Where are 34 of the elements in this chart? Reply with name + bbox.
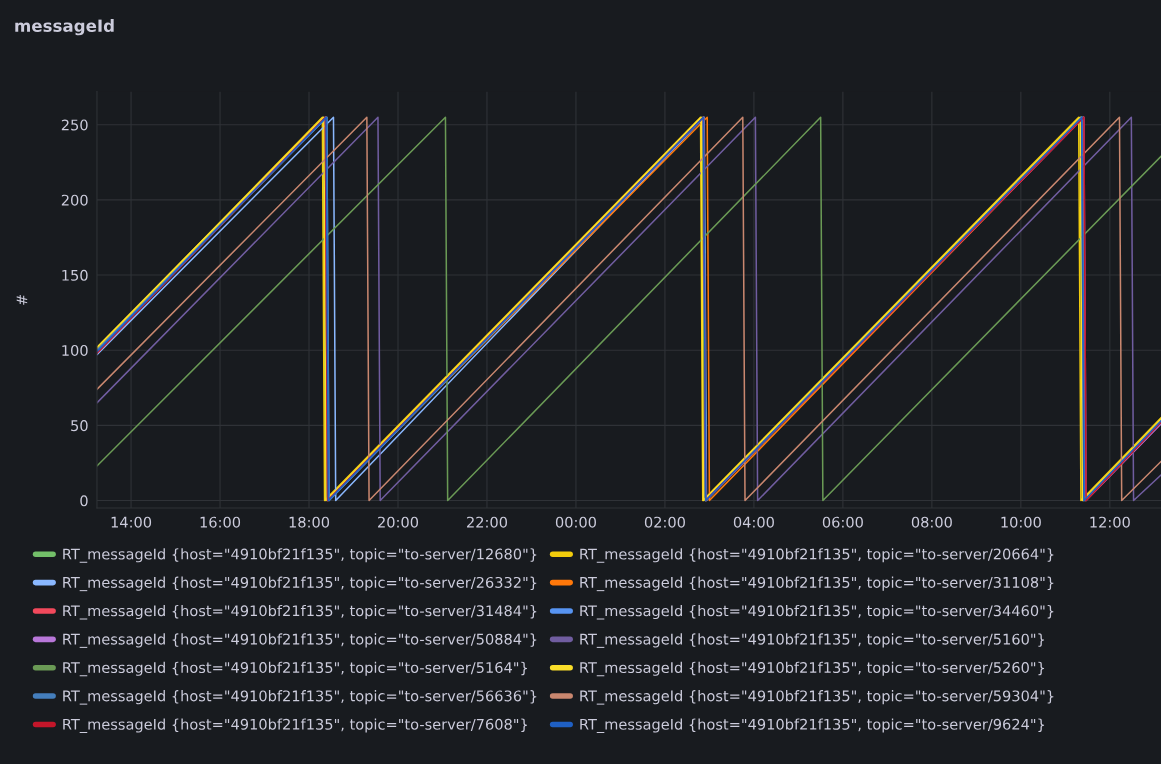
x-tick-label: 06:00 [822, 516, 863, 528]
legend-label: RT_messageId {host="4910bf21f135", topic="to-server/20664"} [580, 548, 1054, 563]
legend-label: RT_messageId {host="4910bf21f135", topic="to-server/59304"} [580, 690, 1054, 705]
legend-label: RT_messageId {host="4910bf21f135", topic="to-server/26332"} [63, 576, 537, 592]
y-tick-label: 200 [61, 194, 88, 206]
legend-label: RT_messageId {host="4910bf21f135", topic="to-server/50884"} [63, 633, 537, 648]
y-tick-label: 150 [62, 269, 88, 281]
legend-label: RT_messageId {host="4910bf21f135", topic="to-server/34460"} [580, 605, 1054, 620]
legend-label: RT_messageId {host="4910bf21f135", topic="to-server/7608"} [63, 718, 527, 734]
legend-label: RT_messageId {host="4910bf21f135", topic="to-server/31484"} [63, 605, 537, 620]
x-tick-label: 00:00 [555, 516, 596, 528]
x-tick-label: 12:00 [1090, 516, 1130, 528]
legend-label: RT_messageId {host="4910bf21f135", topic="to-server/5260"} [580, 661, 1045, 677]
x-tick-label: 02:00 [644, 516, 685, 528]
y-axis-title: # [16, 294, 28, 305]
legend-label: RT_messageId {host="4910bf21f135", topic="to-server/31108"} [580, 576, 1054, 592]
x-tick-label: 16:00 [200, 516, 241, 528]
legend-label: RT_messageId {host="4910bf21f135", topic="to-server/12680"} [63, 548, 537, 563]
legend-label: RT_messageId {host="4910bf21f135", topic="to-server/9624"} [580, 718, 1045, 734]
x-tick-label: 22:00 [467, 516, 508, 528]
y-tick-label: 0 [80, 495, 88, 507]
y-tick-label: 250 [61, 119, 88, 131]
y-tick-label: 50 [71, 420, 88, 432]
x-tick-label: 04:00 [733, 516, 774, 528]
x-tick-label: 10:00 [1001, 516, 1041, 528]
x-tick-label: 20:00 [378, 516, 419, 528]
y-tick-label: 100 [62, 344, 88, 356]
legend-label: RT_messageId {host="4910bf21f135", topic="to-server/56636"} [63, 690, 537, 705]
legend-label: RT_messageId {host="4910bf21f135", topic="to-server/5160"} [580, 633, 1045, 648]
x-tick-label: 08:00 [911, 516, 952, 528]
legend-label: RT_messageId {host="4910bf21f135", topic="to-server/5164"} [63, 661, 527, 677]
chart-title: messageId [15, 19, 114, 36]
x-tick-label: 14:00 [111, 516, 152, 528]
x-tick-label: 18:00 [289, 516, 330, 528]
